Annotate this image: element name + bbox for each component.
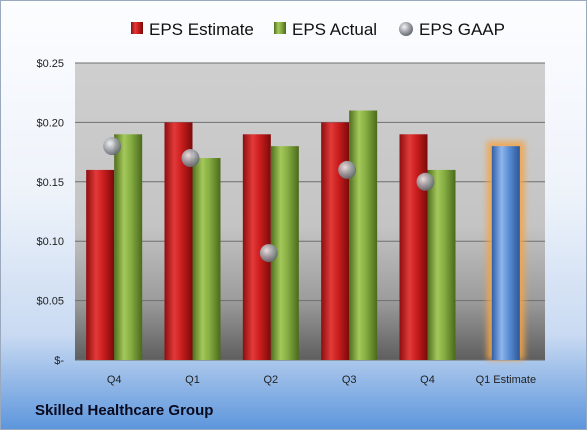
legend-swatch-actual [274, 22, 286, 34]
y-tick-label: $0.10 [36, 236, 64, 248]
x-tick-label: Q1 [185, 374, 200, 386]
x-tick-label: Q1 Estimate [476, 374, 537, 386]
bar-eps-estimate-next [491, 146, 520, 360]
y-tick-label: $- [54, 355, 64, 367]
x-tick-label: Q4 [420, 374, 435, 386]
legend: EPS Estimate EPS Actual EPS GAAP [131, 20, 505, 39]
bar-eps-actual [349, 110, 378, 361]
plot-area [75, 63, 545, 360]
bar-eps-actual [114, 134, 143, 360]
legend-swatch-gaap [399, 22, 413, 36]
y-tick-label: $0.20 [36, 117, 64, 129]
y-tick-label: $0.05 [36, 296, 64, 308]
legend-swatch-estimate [131, 22, 143, 34]
legend-label-gaap: EPS GAAP [419, 20, 505, 39]
y-tick-label: $0.15 [36, 177, 64, 189]
bar-eps-actual [427, 169, 456, 360]
x-tick-label: Q4 [107, 374, 122, 386]
legend-label-estimate: EPS Estimate [149, 20, 254, 39]
company-name: Skilled Healthcare Group [35, 402, 214, 419]
gridlines [75, 62, 545, 361]
bar-eps-actual [192, 158, 221, 360]
gaap-markers [103, 137, 435, 263]
marker-eps-gaap [181, 149, 200, 168]
y-tick-label: $0.25 [36, 58, 64, 70]
marker-eps-gaap [416, 172, 435, 191]
marker-eps-gaap [338, 160, 357, 179]
bar-eps-estimate [321, 122, 350, 361]
x-tick-label: Q2 [263, 374, 278, 386]
y-axis-ticks: $- $0.05 $0.10 $0.15 $0.20 $0.25 [36, 58, 64, 367]
marker-eps-gaap [103, 137, 122, 156]
marker-eps-gaap [259, 244, 278, 263]
x-tick-label: Q3 [342, 374, 357, 386]
bar-eps-estimate [399, 134, 428, 360]
bar-eps-estimate [86, 169, 115, 360]
x-axis-ticks: Q4 Q1 Q2 Q3 Q4 Q1 Estimate [107, 374, 536, 386]
legend-label-actual: EPS Actual [292, 20, 377, 39]
